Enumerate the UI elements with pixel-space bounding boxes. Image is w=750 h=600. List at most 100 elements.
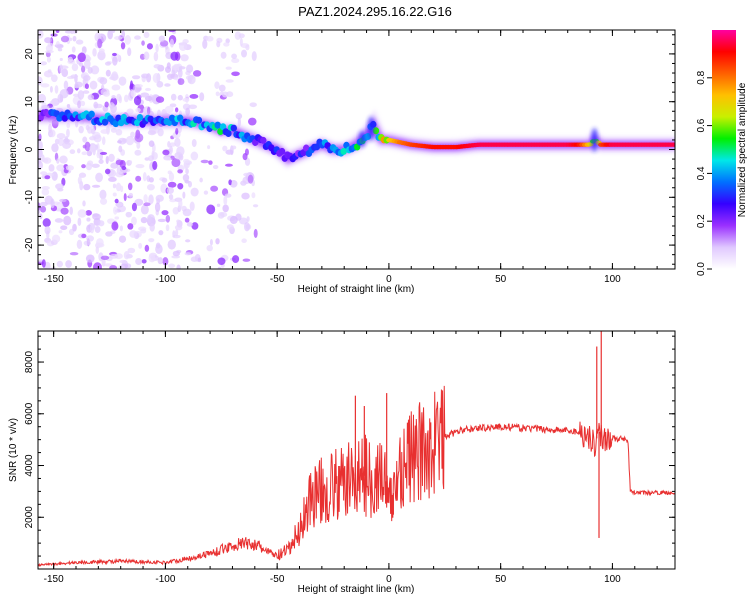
noise-blob [38, 76, 43, 86]
noise-blob [127, 247, 136, 254]
noise-blob [98, 220, 105, 227]
ridge-point [214, 121, 221, 129]
snr-frame [37, 330, 676, 570]
noise-blob [158, 230, 164, 236]
noise-blob [118, 76, 127, 86]
noise-blob [40, 61, 47, 66]
noise-blob [167, 239, 176, 250]
noise-blob [176, 219, 181, 224]
noise-blob [222, 204, 229, 213]
noise-blob [253, 228, 258, 238]
noise-blob [107, 30, 113, 40]
noise-blob [91, 163, 100, 168]
noise-blob [103, 91, 111, 97]
noise-blob [76, 148, 81, 154]
noise-blob [76, 239, 83, 250]
ridge-point [372, 127, 380, 135]
noise-blob [125, 135, 135, 146]
noise-blob [203, 190, 209, 195]
noise-blob [49, 86, 53, 93]
y-tick-label: 10 [24, 96, 35, 108]
colorbar-gradient [712, 30, 736, 269]
colorbar-tick-label: 0.4 [696, 166, 707, 180]
noise-blob [46, 56, 52, 63]
noise-blob [71, 46, 76, 53]
noise-blob [164, 105, 174, 113]
noise-blob [225, 163, 233, 167]
noise-blob [180, 54, 189, 62]
snr-xlabel: Height of straight line (km) [298, 584, 415, 595]
noise-blob [109, 254, 119, 259]
noise-blob [168, 263, 176, 269]
noise-blob [85, 209, 92, 216]
noise-blob [48, 164, 55, 172]
noise-blob [178, 66, 186, 70]
ridge-point [61, 114, 69, 122]
noise-blob [231, 145, 237, 150]
noise-blob [175, 127, 179, 135]
noise-blob [83, 75, 91, 81]
noise-blob [229, 215, 238, 225]
noise-blob [59, 198, 67, 203]
noise-blob [71, 63, 79, 72]
noise-blob [70, 30, 75, 35]
noise-blob [115, 171, 124, 178]
noise-blob [66, 103, 71, 109]
noise-blob [60, 225, 68, 231]
noise-blob [75, 39, 84, 45]
noise-blob [70, 74, 79, 79]
noise-blob [85, 124, 90, 131]
noise-blob [77, 176, 82, 185]
noise-blob [72, 223, 77, 232]
noise-blob [225, 38, 230, 44]
y-tick-label: 8000 [24, 350, 35, 373]
ridge-point [260, 136, 267, 144]
noise-blob [43, 70, 53, 78]
noise-blob [112, 56, 118, 66]
noise-blob [108, 153, 115, 162]
noise-blob [82, 90, 90, 94]
noise-blob [85, 254, 95, 263]
noise-blob [81, 151, 88, 156]
noise-blob [38, 156, 42, 164]
noise-blob [54, 85, 59, 94]
noise-blob [115, 202, 123, 208]
noise-blob [130, 89, 136, 98]
noise-blob [131, 75, 141, 80]
noise-blob [119, 225, 123, 232]
noise-blob [174, 107, 179, 113]
noise-blob [112, 52, 117, 57]
noise-blob [92, 213, 100, 217]
noise-blob [214, 81, 220, 89]
snr-ylabel: SNR (10 * v/v) [8, 418, 19, 482]
noise-blob [67, 56, 73, 63]
noise-blob [42, 218, 51, 228]
noise-blob [147, 130, 157, 136]
noise-blob [190, 256, 199, 262]
noise-blob [212, 164, 219, 170]
noise-blob [149, 222, 155, 232]
noise-blob [148, 238, 155, 243]
noise-blob [146, 106, 151, 115]
noise-blob [38, 93, 47, 104]
noise-blob [176, 264, 181, 269]
x-tick-label: 50 [495, 274, 507, 285]
noise-blob [127, 47, 132, 57]
noise-blob [140, 228, 147, 234]
noise-blob [148, 177, 154, 183]
noise-blob [148, 194, 154, 205]
noise-blob [247, 117, 257, 126]
noise-blob [61, 177, 66, 187]
noise-blob [221, 91, 229, 98]
noise-blob [125, 211, 133, 218]
noise-blob [143, 194, 148, 203]
noise-blob [135, 84, 143, 88]
noise-blob [153, 64, 162, 69]
noise-blob [184, 252, 191, 256]
noise-blob [171, 158, 181, 168]
noise-blob [238, 33, 245, 39]
noise-blob [131, 202, 137, 212]
y-tick-label: -10 [24, 190, 35, 205]
noise-blob [115, 129, 123, 136]
noise-blob [100, 255, 110, 260]
